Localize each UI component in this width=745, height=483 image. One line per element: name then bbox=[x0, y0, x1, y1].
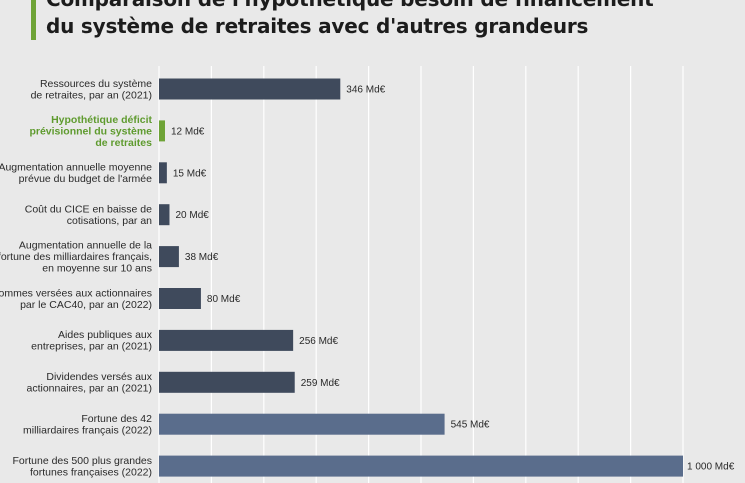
category-label-7-line-1: actionnaires, par an (2021) bbox=[27, 383, 153, 395]
value-label-9: 1 000 Md€ bbox=[687, 462, 735, 473]
category-label-6: Aides publiques aux entreprises, par an (… bbox=[31, 329, 153, 353]
category-label-0: Ressources du système de retraites, par a… bbox=[31, 78, 153, 102]
bar-4 bbox=[159, 246, 179, 268]
category-labels: Ressources du système de retraites, par a… bbox=[0, 78, 153, 479]
value-label-1: 12 Md€ bbox=[171, 126, 205, 137]
chart-title-line-1: Comparaison de l'hypothétique besoin de … bbox=[46, 0, 654, 11]
value-label-3: 20 Md€ bbox=[175, 210, 209, 221]
category-label-3: Coût du CICE en baisse de cotisations, pa… bbox=[25, 203, 152, 227]
value-label-4: 38 Md€ bbox=[185, 252, 219, 263]
value-label-0: 346 Md€ bbox=[346, 85, 385, 96]
title-accent-bar bbox=[31, 0, 36, 40]
category-label-3-line-1: cotisations, par an bbox=[67, 215, 152, 227]
bar-9 bbox=[159, 455, 683, 477]
bar-5 bbox=[159, 288, 201, 309]
category-label-7-line-0: Dividendes versés aux bbox=[46, 371, 152, 383]
category-label-9-line-0: Fortune des 500 plus grandes bbox=[12, 455, 152, 467]
category-label-2-line-1: prévue du budget de l'armée bbox=[19, 173, 153, 185]
category-label-4-line-2: en moyenne sur 10 ans bbox=[42, 263, 152, 275]
category-label-2: Augmentation annuelle moyenne prévue du b… bbox=[0, 162, 152, 186]
category-label-1-line-1: prévisionnel du système bbox=[29, 125, 152, 137]
category-label-0-line-1: de retraites, par an (2021) bbox=[31, 89, 152, 101]
bar-7 bbox=[159, 371, 295, 393]
category-label-6-line-0: Aides publiques aux bbox=[58, 329, 153, 341]
category-label-8-line-1: milliardaires français (2022) bbox=[23, 424, 152, 436]
category-label-7: Dividendes versés aux actionnaires, par a… bbox=[27, 371, 153, 395]
category-label-5-line-0: Sommes versées aux actionnaires bbox=[0, 287, 152, 299]
category-label-8-line-0: Fortune des 42 bbox=[81, 413, 152, 425]
category-label-9-line-1: fortunes françaises (2022) bbox=[30, 466, 152, 478]
chart-title-line-2: du système de retraites avec d'autres gr… bbox=[46, 14, 589, 38]
bar-6 bbox=[159, 329, 294, 351]
category-label-6-line-1: entreprises, par an (2021) bbox=[31, 341, 152, 353]
bar-8 bbox=[159, 413, 445, 435]
bars bbox=[159, 78, 683, 477]
category-label-1: Hypothétique déficit prévisionnel du syst… bbox=[29, 114, 152, 149]
grid-lines bbox=[158, 66, 684, 483]
bar-1 bbox=[159, 120, 165, 142]
value-label-8: 545 Md€ bbox=[451, 420, 490, 431]
category-label-3-line-0: Coût du CICE en baisse de bbox=[25, 203, 152, 215]
value-label-6: 256 Md€ bbox=[299, 336, 338, 347]
category-label-0-line-0: Ressources du système bbox=[40, 78, 152, 90]
category-label-9: Fortune des 500 plus grandes fortunes fra… bbox=[12, 455, 152, 479]
value-label-5: 80 Md€ bbox=[207, 294, 241, 305]
title-block: Comparaison de l'hypothétique besoin de … bbox=[0, 0, 745, 52]
bar-3 bbox=[159, 204, 170, 226]
bar-0 bbox=[159, 78, 341, 100]
value-label-2: 15 Md€ bbox=[173, 168, 207, 179]
category-label-5-line-1: par le CAC40, par an (2022) bbox=[20, 299, 152, 311]
category-label-1-line-2: de retraites bbox=[95, 137, 152, 149]
category-label-8: Fortune des 42 milliardaires français (20… bbox=[23, 413, 152, 437]
value-labels: 346 Md€ 12 Md€ 15 Md€ 20 Md€ 38 Md€ 80 Md€ 256… bbox=[171, 85, 735, 473]
category-label-4-line-1: fortune des milliardaires français, bbox=[0, 251, 152, 263]
bar-2 bbox=[159, 162, 167, 184]
category-label-4: Augmentation annuelle de la fortune des m… bbox=[0, 240, 152, 275]
category-label-1-line-0: Hypothétique déficit bbox=[51, 114, 152, 126]
value-label-7: 259 Md€ bbox=[301, 378, 340, 389]
category-label-5: Sommes versées aux actionnaires par le CA… bbox=[0, 287, 152, 311]
category-label-4-line-0: Augmentation annuelle de la bbox=[19, 240, 152, 252]
category-label-2-line-0: Augmentation annuelle moyenne bbox=[0, 162, 152, 174]
